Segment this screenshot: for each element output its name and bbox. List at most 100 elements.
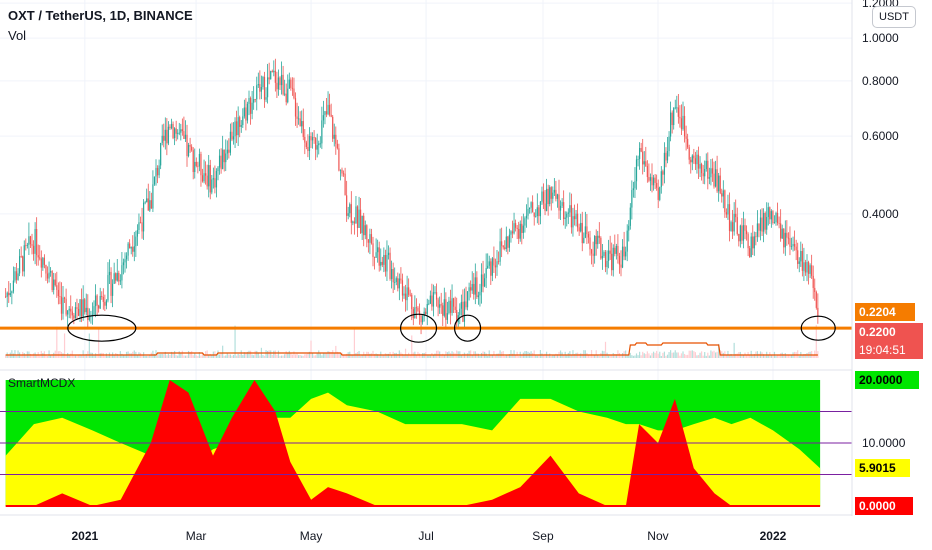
candle-body (496, 261, 498, 268)
volume-bar (130, 353, 132, 358)
candle-body (676, 107, 678, 109)
volume-bar (121, 353, 123, 358)
volume-bar (640, 355, 642, 358)
candle-body (293, 88, 295, 99)
volume-bar (812, 355, 814, 358)
candle-body (609, 250, 611, 254)
volume-bar (488, 350, 490, 358)
volume-bar (637, 355, 639, 358)
volume-bar (626, 354, 628, 358)
candle-body (315, 137, 317, 150)
volume-bar (285, 351, 287, 358)
candle-body (479, 291, 481, 296)
candle-body (614, 247, 616, 254)
candle-body (471, 283, 473, 291)
volume-bar (479, 355, 481, 358)
candle-body (728, 204, 731, 231)
volume-bar (617, 350, 619, 358)
volume-bar (319, 352, 321, 358)
candle-body (567, 212, 569, 214)
candle-body (687, 138, 689, 148)
candle-body (696, 154, 698, 165)
candle-body (135, 236, 137, 247)
candle-body (460, 301, 462, 309)
candle-body (584, 226, 586, 238)
candle-body (214, 178, 216, 188)
volume-bar (742, 354, 745, 358)
candle-body (556, 194, 559, 199)
volume-bar (783, 354, 785, 358)
candle-body (546, 188, 548, 211)
annotation-circle (800, 315, 836, 341)
candle-body (67, 310, 69, 315)
candle-body (663, 152, 666, 175)
candle-body (719, 175, 721, 194)
candle-body (218, 155, 221, 168)
annotation-circle (453, 314, 482, 342)
candle-body (736, 217, 738, 234)
candle-body (228, 149, 230, 153)
candle-body (271, 71, 273, 73)
candle-body (307, 146, 309, 152)
candle-body (350, 204, 352, 223)
candle-body (657, 187, 659, 200)
candle-body (640, 148, 642, 152)
candle-body (604, 252, 607, 268)
candle-body (504, 247, 506, 249)
candle-body (19, 256, 21, 274)
candle-body (417, 307, 419, 311)
price-tick-label: 1.2000 (862, 0, 899, 10)
candle-body (332, 116, 334, 139)
volume-bar (570, 355, 573, 358)
candle-body (784, 232, 786, 248)
candle-body (42, 257, 44, 268)
candle-body (575, 213, 577, 220)
volume-bar (290, 352, 292, 358)
candle-body (429, 295, 431, 304)
volume-bar (403, 355, 405, 358)
price-tick-label: 1.0000 (862, 31, 899, 45)
volume-bar (803, 354, 805, 358)
candle-body (713, 173, 715, 187)
candle-body (603, 252, 605, 256)
price-tick-label: 0.6000 (862, 129, 899, 143)
candle-body (654, 177, 656, 183)
candle-body (449, 300, 452, 313)
candle-body (274, 70, 276, 83)
volume-bar (81, 354, 83, 358)
volume-bar (305, 354, 307, 358)
candle-body (606, 260, 608, 268)
candle-body (118, 272, 120, 282)
candle-body (170, 123, 173, 129)
candle-body (389, 252, 391, 279)
volume-bar (628, 354, 630, 358)
volume-bar (466, 353, 469, 358)
candle-body (169, 126, 171, 129)
candle-body (626, 230, 628, 252)
candle-body (119, 280, 121, 282)
volume-bar (31, 354, 33, 358)
currency-button[interactable]: USDT (872, 6, 916, 28)
candle-body (105, 300, 108, 306)
volume-bar (20, 354, 22, 358)
volume-bar (491, 354, 493, 358)
candle-body (539, 201, 542, 217)
candle-body (502, 245, 504, 248)
candle-body (780, 223, 782, 239)
candle-body (643, 161, 645, 165)
candle-body (127, 243, 129, 256)
candle-body (287, 88, 289, 103)
volume-bar (608, 355, 610, 358)
candle-body (147, 198, 149, 211)
candle-body (400, 278, 402, 281)
candle-body (206, 175, 208, 187)
candle-body (683, 115, 686, 137)
volume-bar (584, 350, 586, 358)
volume-bar (299, 354, 301, 358)
candle-body (566, 213, 568, 218)
candle-body (552, 192, 554, 199)
volume-bar (149, 354, 151, 358)
annotation-circle (67, 314, 137, 342)
volume-bar (327, 351, 329, 358)
volume-bar (74, 355, 77, 358)
